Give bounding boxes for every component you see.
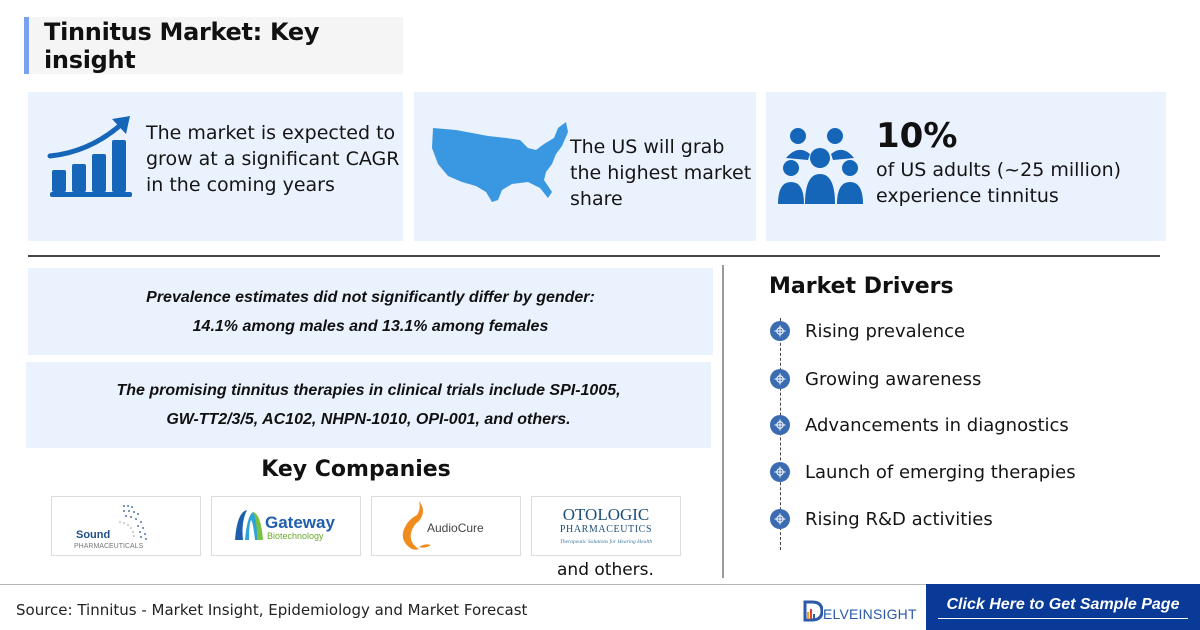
driver-label: Advancements in diagnostics bbox=[805, 414, 1069, 436]
delveinsight-d-icon bbox=[803, 600, 823, 622]
footer-divider bbox=[0, 584, 926, 585]
clinical-therapies-box: The promising tinnitus therapies in clin… bbox=[26, 362, 711, 448]
column-divider bbox=[722, 265, 724, 578]
key-companies-title: Key Companies bbox=[261, 457, 451, 482]
market-drivers-title: Market Drivers bbox=[769, 274, 954, 299]
get-sample-page-button[interactable]: Click Here to Get Sample Page bbox=[926, 584, 1200, 630]
logo-otologic-pharmaceutics: OTOLOGIC PHARMACEUTICS Therapeutic Solut… bbox=[531, 496, 681, 556]
driver-item: Growing awareness bbox=[770, 368, 981, 390]
target-bullet-icon bbox=[770, 415, 790, 435]
driver-item: Advancements in diagnostics bbox=[770, 414, 1069, 436]
section-divider bbox=[28, 255, 1160, 257]
svg-text:Therapeutic Solutions for Hear: Therapeutic Solutions for Hearing Health bbox=[560, 538, 653, 545]
target-bullet-icon bbox=[770, 369, 790, 389]
logo-gateway-biotechnology: Gateway Biotechnology bbox=[211, 496, 361, 556]
svg-text:OTOLOGIC: OTOLOGIC bbox=[563, 505, 650, 524]
insight-text-prevalence: of US adults (~25 million) experience ti… bbox=[876, 159, 1122, 207]
delveinsight-wordmark: ELVEINSIGHT bbox=[823, 606, 917, 622]
insight-card-prevalence: 10% of US adults (~25 million) experienc… bbox=[766, 92, 1166, 241]
gender-prevalence-line2: 14.1% among males and 13.1% among female… bbox=[192, 317, 549, 335]
target-bullet-icon bbox=[770, 462, 790, 482]
clinical-therapies-line1: The promising tinnitus therapies in clin… bbox=[116, 382, 621, 399]
cta-underline bbox=[938, 617, 1188, 619]
prevalence-percent: 10% bbox=[876, 116, 958, 156]
logo-audiocure: AudioCure bbox=[371, 496, 521, 556]
svg-text:Sound: Sound bbox=[76, 529, 110, 541]
insight-card-us-share: The US will grab the highest market shar… bbox=[414, 92, 756, 241]
driver-label: Rising prevalence bbox=[805, 320, 966, 342]
svg-text:PHARMACEUTICALS: PHARMACEUTICALS bbox=[74, 543, 144, 550]
us-map-icon bbox=[432, 122, 568, 202]
driver-label: Rising R&D activities bbox=[805, 508, 993, 530]
gateway-arch-icon: Gateway Biotechnology bbox=[235, 510, 335, 541]
driver-label: Launch of emerging therapies bbox=[805, 461, 1076, 483]
driver-item: Launch of emerging therapies bbox=[770, 461, 1076, 483]
target-bullet-icon bbox=[770, 509, 790, 529]
cta-label: Click Here to Get Sample Page bbox=[946, 595, 1180, 613]
people-group-icon bbox=[778, 128, 863, 204]
svg-text:AudioCure: AudioCure bbox=[427, 521, 484, 535]
sound-waves-icon: Sound PHARMACEUTICALS bbox=[74, 505, 147, 550]
svg-text:Biotechnology: Biotechnology bbox=[267, 531, 324, 541]
growth-chart-icon bbox=[47, 116, 132, 197]
target-bullet-icon bbox=[770, 321, 790, 341]
insight-text-cagr: The market is expected to grow at a sign… bbox=[146, 122, 400, 196]
driver-item: Rising prevalence bbox=[770, 320, 965, 342]
page-title: Tinnitus Market: Key insight bbox=[44, 17, 320, 74]
and-others-text: and others. bbox=[557, 560, 654, 580]
delveinsight-logo[interactable]: ELVEINSIGHT bbox=[803, 598, 917, 622]
insight-card-cagr: The market is expected to grow at a sign… bbox=[28, 92, 403, 241]
svg-text:Gateway: Gateway bbox=[265, 513, 335, 532]
page-title-box: Tinnitus Market: Key insight bbox=[24, 17, 403, 74]
driver-item: Rising R&D activities bbox=[770, 508, 993, 530]
audiocure-flame-icon: AudioCure bbox=[402, 501, 484, 550]
svg-text:PHARMACEUTICS: PHARMACEUTICS bbox=[560, 524, 652, 535]
logo-sound-pharmaceuticals: Sound PHARMACEUTICALS bbox=[51, 496, 201, 556]
driver-label: Growing awareness bbox=[805, 368, 982, 390]
clinical-therapies-line2: GW-TT2/3/5, AC102, NHPN-1010, OPI-001, a… bbox=[166, 411, 571, 428]
insight-text-us-share: The US will grab the highest market shar… bbox=[570, 136, 752, 210]
gender-prevalence-box: Prevalence estimates did not significant… bbox=[28, 268, 713, 355]
gender-prevalence-line1: Prevalence estimates did not significant… bbox=[146, 288, 595, 306]
source-citation: Source: Tinnitus - Market Insight, Epide… bbox=[16, 601, 528, 619]
otologic-wordmark: OTOLOGIC PHARMACEUTICS Therapeutic Solut… bbox=[560, 505, 653, 545]
